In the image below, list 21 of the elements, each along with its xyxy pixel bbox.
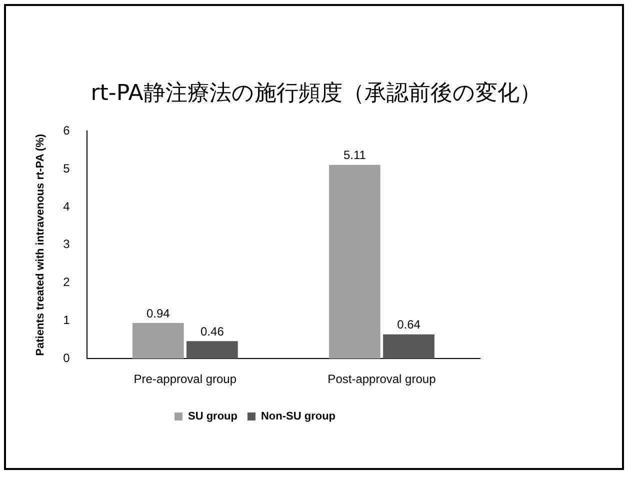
bar [383,334,434,359]
y-tick-label: 0 [63,350,70,365]
bar [132,322,184,359]
x-tick-label: Post-approval group [328,372,436,386]
legend-label: SU group [188,410,238,423]
data-label: 5.11 [343,148,366,162]
legend-label: Non-SU group [260,410,336,423]
y-tick-label: 1 [63,313,70,328]
y-tick-label: 5 [63,161,70,176]
y-tick-label: 4 [63,199,70,214]
bar [186,341,238,359]
y-tick-label: 2 [63,275,70,290]
y-tick-label: 6 [63,124,70,138]
y-tick-label: 3 [63,237,70,252]
chart-title: rt-PA静注療法の施行頻度（承認前後の変化） [90,80,542,108]
bar [329,164,380,359]
data-label: 0.46 [200,324,224,338]
x-tick-label: Pre-approval group [134,372,237,386]
data-label: 0.64 [397,318,421,332]
y-axis-title: Patients treated with intravenous rt-PA (%) [34,134,47,356]
data-label: 0.94 [146,306,170,320]
